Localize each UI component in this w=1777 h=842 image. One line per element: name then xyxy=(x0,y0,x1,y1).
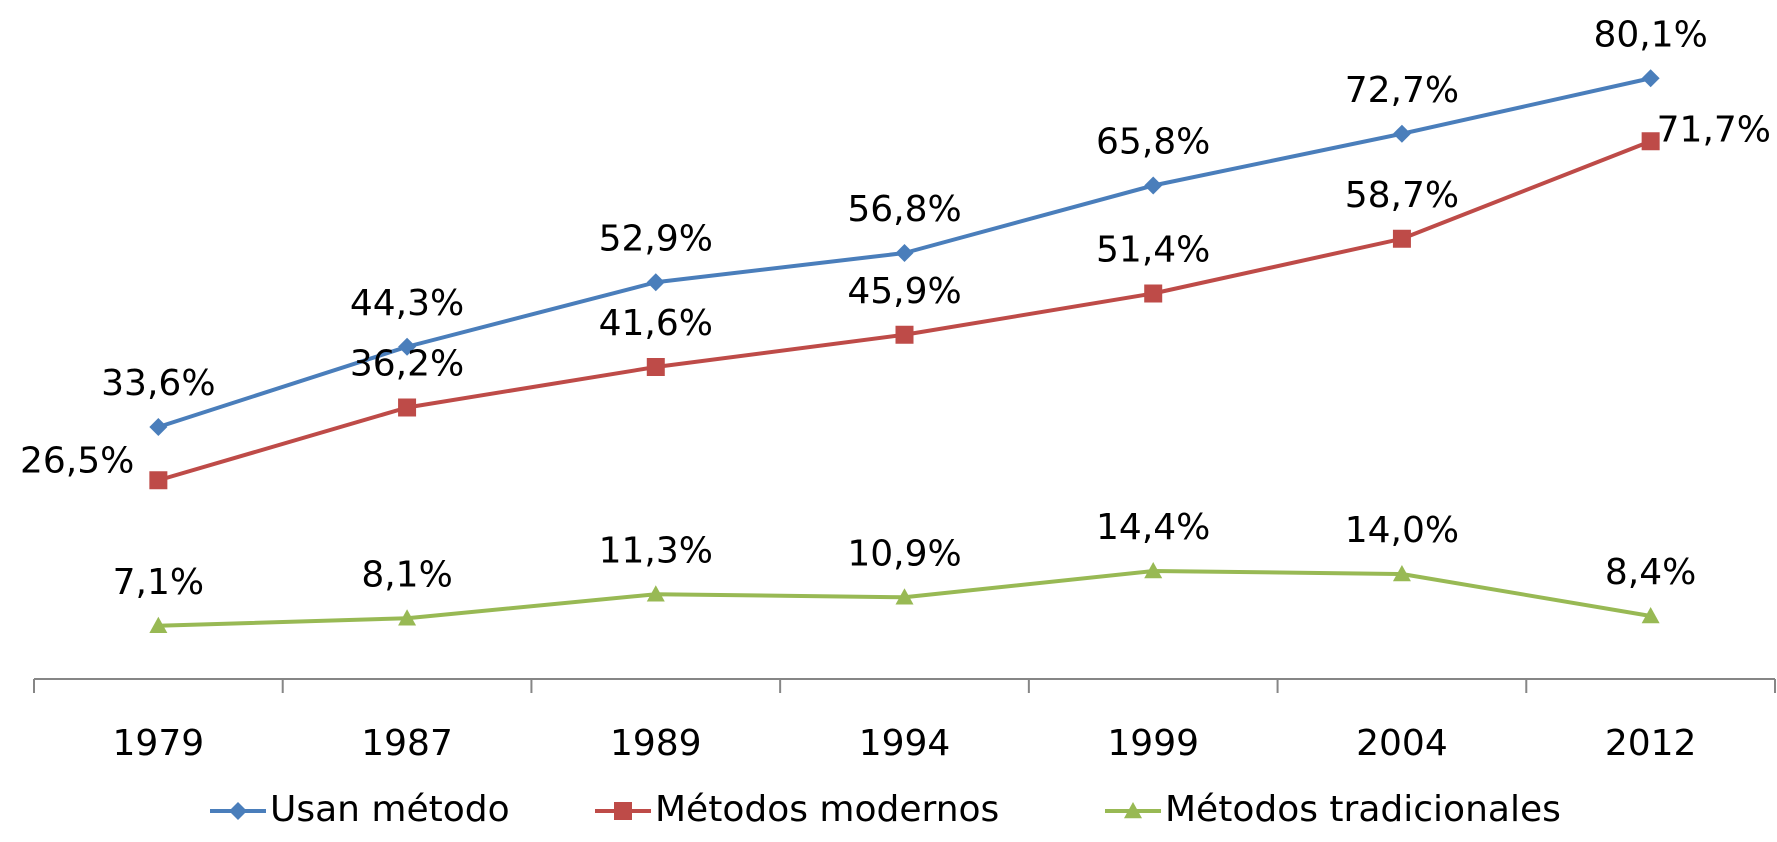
data-point xyxy=(1144,562,1163,579)
data-label: 10,9% xyxy=(847,533,961,574)
data-label: 7,1% xyxy=(113,562,204,603)
data-label: 33,6% xyxy=(101,363,215,404)
data-label: 14,4% xyxy=(1096,507,1210,548)
data-point xyxy=(646,585,665,602)
data-point xyxy=(398,337,417,356)
data-point xyxy=(1392,565,1411,582)
data-label: 51,4% xyxy=(1096,230,1210,271)
data-point xyxy=(895,244,914,262)
data-point xyxy=(646,358,665,376)
data-point xyxy=(398,609,417,626)
data-point xyxy=(1144,176,1163,195)
legend-marker xyxy=(229,802,247,820)
data-label: 44,3% xyxy=(350,283,464,324)
data-point xyxy=(149,418,168,436)
data-point xyxy=(149,616,168,633)
x-tick-label: 1994 xyxy=(859,723,951,764)
legend-marker xyxy=(1124,802,1142,819)
data-label: 71,7% xyxy=(1657,109,1771,150)
data-point xyxy=(1144,284,1163,303)
data-point xyxy=(1641,607,1660,624)
data-point xyxy=(1641,69,1660,88)
x-tick-label: 1979 xyxy=(113,723,205,764)
legend-marker xyxy=(614,802,632,820)
x-tick-label: 2004 xyxy=(1356,723,1448,764)
data-label: 45,9% xyxy=(847,271,961,312)
data-point xyxy=(398,398,417,417)
data-point xyxy=(1641,132,1660,151)
x-tick-label: 1999 xyxy=(1107,723,1199,764)
data-label: 8,4% xyxy=(1605,552,1696,593)
data-point xyxy=(646,273,665,292)
data-label: 14,0% xyxy=(1345,510,1459,551)
data-point xyxy=(1392,229,1411,248)
legend-label: Métodos modernos xyxy=(655,789,999,830)
data-point xyxy=(1392,124,1411,143)
data-label: 80,1% xyxy=(1593,14,1707,55)
legend-label: Métodos tradicionales xyxy=(1165,789,1561,830)
legend-label: Usan método xyxy=(270,789,510,830)
x-tick-label: 1987 xyxy=(361,723,453,764)
data-point xyxy=(895,588,914,605)
data-label: 36,2% xyxy=(350,344,464,385)
x-tick-label: 1989 xyxy=(610,723,702,764)
data-point xyxy=(895,325,914,344)
data-point xyxy=(149,471,168,490)
data-label: 11,3% xyxy=(599,530,713,571)
data-label: 72,7% xyxy=(1345,70,1459,111)
x-tick-label: 2012 xyxy=(1605,723,1697,764)
data-label: 65,8% xyxy=(1096,122,1210,163)
data-label: 52,9% xyxy=(599,218,713,259)
data-label: 8,1% xyxy=(361,554,452,595)
data-label: 56,8% xyxy=(847,189,961,230)
data-label: 26,5% xyxy=(20,440,134,481)
data-label: 58,7% xyxy=(1345,175,1459,216)
data-label: 41,6% xyxy=(599,303,713,344)
